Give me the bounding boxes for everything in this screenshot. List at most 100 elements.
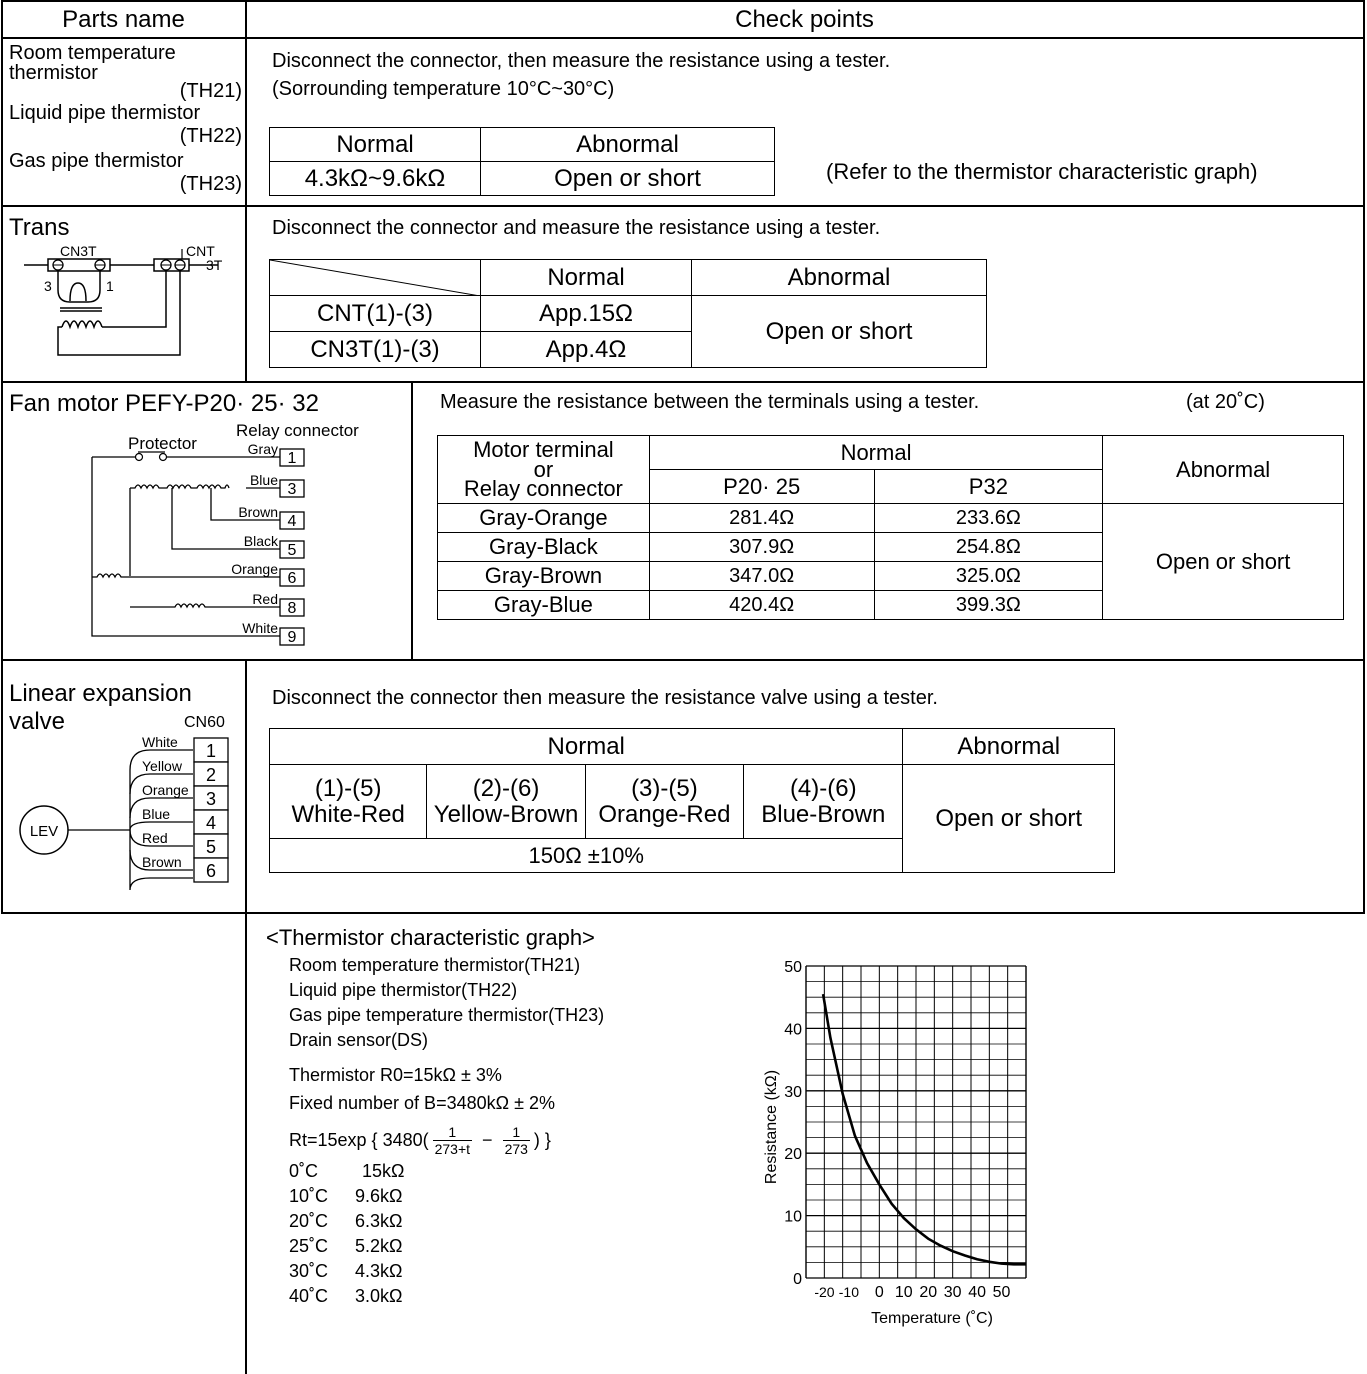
- trans-table: Normal Abnormal CNT(1)-(3) App.15Ω Open …: [269, 259, 987, 368]
- fan-value-b: 325.0Ω: [873, 561, 1104, 591]
- trans-normal-header: Normal: [480, 259, 692, 296]
- fan-terminal-header-3: Relay connector: [463, 476, 623, 502]
- formula-frac1-den: 273+t: [432, 1139, 473, 1157]
- header-check-points: Check points: [735, 6, 874, 33]
- lev-col-4: (4)-(6) Blue-Brown: [743, 764, 904, 839]
- lev-pin-number: 5: [206, 837, 216, 857]
- chart-y-axis-label: Resistance (kΩ): [763, 1070, 780, 1184]
- fan-pin-number: 4: [288, 513, 297, 530]
- fan-value-b: 399.3Ω: [873, 590, 1104, 620]
- thermistor-normal-header: Normal: [269, 127, 481, 162]
- chart-x-axis-label: Temperature (˚C): [871, 1310, 993, 1327]
- spec-b: Fixed number of B=3480kΩ ± 2%: [289, 1093, 555, 1113]
- lev-col-2: (2)-(6) Yellow-Brown: [426, 764, 586, 839]
- row-divider-3: [1, 659, 1365, 661]
- chart-x-tick-label: 30: [944, 1284, 962, 1301]
- formula-suffix: ) }: [533, 1129, 551, 1150]
- chart-y-tick-label: 50: [784, 959, 802, 976]
- thermistor-chart: 0 10 20 30 40 50 -20 -10 0 10 20 30 40 50 Temperatur…: [763, 959, 1027, 1327]
- room-thermistor-code: (TH21): [179, 80, 242, 102]
- formula-frac2: 1 273: [502, 1123, 530, 1157]
- gas-thermistor-code: (TH23): [179, 173, 242, 195]
- fan-pin-color: Orange: [231, 561, 278, 577]
- thermistor-abnormal-value: Open or short: [480, 161, 775, 196]
- fan-pin-color: Gray: [248, 441, 278, 457]
- fan-table: Motor terminal or Relay connector Normal…: [437, 435, 1344, 620]
- thermistor-instruction-2: (Sorrounding temperature 10°C~30°C): [272, 78, 615, 100]
- lev-pin-color: Yellow: [142, 758, 183, 774]
- lev-col-pins: (1)-(5): [314, 775, 382, 803]
- chart-series-line: [821, 993, 1026, 1266]
- fan-terminal-header-2: or: [533, 456, 554, 482]
- fan-terminal: Gray-Blue: [437, 590, 650, 620]
- chart-y-tick-label: 30: [784, 1084, 802, 1101]
- lev-pin-color: Blue: [142, 806, 170, 822]
- res-value: 15kΩ: [362, 1161, 405, 1181]
- graph-title: <Thermistor characteristic graph>: [266, 925, 595, 950]
- lev-parts-line2: valve: [9, 708, 66, 735]
- frame-left: [1, 0, 3, 913]
- fan-abnormal-value: Open or short: [1102, 503, 1344, 620]
- graph-sensor: Gas pipe temperature thermistor(TH23): [289, 1005, 605, 1025]
- col-divider-a: [245, 0, 247, 382]
- chart-x-tick-label: 40: [968, 1284, 986, 1301]
- trans-parts-name: Trans: [9, 214, 70, 241]
- lev-col-pins: (2)-(6): [472, 775, 540, 803]
- lev-col-3: (3)-(5) Orange-Red: [584, 764, 745, 839]
- chart-grid: [805, 965, 1027, 1279]
- liquid-thermistor-label: Liquid pipe thermistor: [9, 102, 201, 124]
- formula-frac2-num: 1: [512, 1123, 521, 1140]
- thermistor-table: Normal Abnormal 4.3kΩ~9.6kΩ Open or shor…: [269, 127, 775, 196]
- chart-x-ticks: -20 -10 0 10 20 30 40 50: [814, 1284, 1010, 1301]
- thermistor-abnormal-header: Abnormal: [480, 127, 775, 162]
- chart-y-tick-label: 10: [784, 1209, 802, 1226]
- fan-value-a: 307.9Ω: [648, 532, 875, 562]
- fan-value-a: 420.4Ω: [648, 590, 875, 620]
- lev-pin-number: 1: [206, 741, 216, 761]
- lev-pin-color: Red: [142, 830, 168, 846]
- lev-pin-color: White: [142, 734, 178, 750]
- frame-top: [1, 0, 1365, 2]
- fan-pin-number: 6: [288, 570, 297, 587]
- trans-diagram: CN3T CNT 3 1 3T: [24, 243, 223, 356]
- thermistor-graph-note: (Refer to the thermistor characteristic …: [826, 159, 1258, 184]
- fan-pin-color: White: [242, 620, 278, 636]
- fan-terminal-header-1: Motor terminal: [473, 436, 614, 462]
- lev-connector-pin-box: [193, 737, 229, 763]
- fan-model-a: P20· 25: [648, 469, 875, 504]
- fan-pin-number: 8: [288, 600, 297, 617]
- trans-cn3t-label: CN3T: [60, 243, 97, 259]
- header-parts-name: Parts name: [62, 6, 185, 33]
- temp-value: 30˚C: [289, 1261, 329, 1281]
- fan-normal-header: Normal: [648, 435, 1104, 470]
- chart-y-tick-label: 40: [784, 1021, 802, 1038]
- fan-value-a: 347.0Ω: [648, 561, 875, 591]
- row-divider-4: [1, 912, 1365, 914]
- chart-x-tick-label: 20: [919, 1284, 937, 1301]
- fan-abnormal-header: Abnormal: [1102, 435, 1344, 504]
- fan-model-b: P32: [873, 469, 1104, 504]
- formula: Rt=15exp { 3480( 1 273+t − 1 273 ) }: [289, 1122, 551, 1158]
- fan-instruction: Measure the resistance between the termi…: [440, 391, 980, 413]
- fan-diagram: Protector Relay connector 1 Gray 3 Blue 4 Bro…: [91, 421, 359, 646]
- chart-x-tick-label: 10: [895, 1284, 913, 1301]
- temp-value: 0˚C: [289, 1161, 319, 1181]
- lev-pin-number: 2: [206, 765, 216, 785]
- fan-value-a: 281.4Ω: [648, 503, 875, 533]
- res-value: 9.6kΩ: [355, 1186, 403, 1206]
- lev-col-colors: White-Red: [291, 800, 405, 828]
- trans-pin1: 1: [106, 278, 114, 294]
- lev-table: Normal Abnormal (1)-(5) White-Red (2)-(6)…: [268, 728, 1115, 873]
- trans-row-label: CN3T(1)-(3): [269, 331, 481, 368]
- lev-connector-pin-box: [193, 833, 229, 859]
- trans-pin3t: 3T: [206, 257, 223, 273]
- lev-pin-number: 6: [206, 861, 216, 881]
- graph-sensor: Room temperature thermistor(TH21): [289, 955, 581, 975]
- lev-pin-color: Brown: [142, 854, 182, 870]
- res-value: 3.0kΩ: [355, 1286, 403, 1306]
- res-value: 6.3kΩ: [355, 1211, 403, 1231]
- trans-corner-cell: [269, 259, 481, 296]
- lev-col-pins: (3)-(5): [631, 775, 698, 803]
- lev-col-1: (1)-(5) White-Red: [268, 764, 428, 839]
- fan-pin-color: Brown: [238, 504, 278, 520]
